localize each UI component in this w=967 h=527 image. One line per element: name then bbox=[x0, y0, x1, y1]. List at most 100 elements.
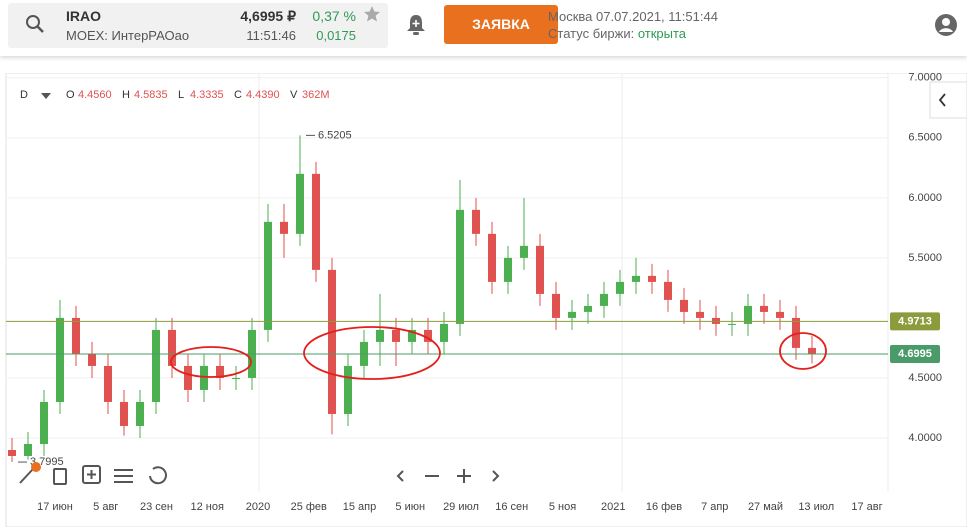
draw-tool[interactable] bbox=[19, 468, 34, 484]
candle-body bbox=[8, 449, 16, 456]
x-tick-label: 2021 bbox=[601, 501, 625, 513]
candle-body bbox=[24, 443, 32, 456]
price-label: 4.6995 bbox=[898, 348, 932, 360]
candle-body bbox=[552, 293, 560, 318]
favorite-star[interactable] bbox=[363, 5, 381, 23]
price-label: 4.9713 bbox=[898, 315, 932, 327]
candle-body bbox=[488, 233, 496, 282]
x-tick-label: 2020 bbox=[246, 501, 270, 513]
ticker: IRAO bbox=[66, 8, 101, 24]
y-tick-label: 4.0000 bbox=[908, 432, 942, 444]
candle-body bbox=[696, 311, 704, 318]
x-tick-label: 7 апр bbox=[701, 501, 728, 513]
x-tick-label: 15 апр bbox=[343, 501, 376, 513]
ohlc-legend: O 4.4560 H 4.5835 L 4.3335 C 4.4390 V 362M bbox=[66, 89, 330, 101]
candle-body bbox=[472, 209, 480, 234]
candle-body bbox=[312, 173, 320, 270]
candle-body bbox=[648, 275, 656, 282]
legend-key: H bbox=[122, 89, 130, 101]
candle-body bbox=[344, 365, 352, 414]
x-tick-label: 25 фев bbox=[291, 501, 327, 513]
legend-key: L bbox=[178, 89, 184, 101]
candle-body bbox=[584, 305, 592, 312]
scroll-left[interactable] bbox=[396, 470, 404, 482]
candle-body bbox=[520, 245, 528, 258]
candle-body bbox=[328, 269, 336, 414]
candle-body bbox=[280, 221, 288, 234]
interval[interactable]: D bbox=[20, 89, 28, 101]
candle-body bbox=[600, 293, 608, 306]
candle-body bbox=[264, 221, 272, 330]
interval-caret[interactable] bbox=[41, 93, 51, 99]
legend-key: O bbox=[66, 89, 75, 101]
y-tick-label: 6.0000 bbox=[908, 192, 942, 204]
legend-value: 4.4560 bbox=[78, 89, 112, 101]
legend-value: 4.5835 bbox=[134, 89, 168, 101]
candle-body bbox=[200, 365, 208, 390]
hand-drawn-circle bbox=[303, 326, 441, 380]
x-tick-label: 27 май bbox=[748, 501, 783, 513]
y-tick-label: 4.5000 bbox=[908, 372, 942, 384]
candle-body bbox=[504, 257, 512, 282]
candle-body bbox=[168, 329, 176, 366]
x-tick-label: 17 июн bbox=[37, 501, 73, 513]
x-tick-label: 29 июл bbox=[443, 501, 479, 513]
x-tick-label: 5 ноя bbox=[549, 501, 576, 513]
status-label: Статус биржи: bbox=[548, 26, 635, 41]
candle-body bbox=[680, 299, 688, 312]
hand-drawn-circle bbox=[779, 332, 827, 370]
candle-body bbox=[40, 401, 48, 444]
notes-tool[interactable] bbox=[53, 468, 67, 485]
status-value: открыта bbox=[637, 26, 687, 41]
scroll-right[interactable] bbox=[492, 470, 500, 482]
candle-body bbox=[72, 317, 80, 354]
candle-body bbox=[376, 329, 384, 342]
exchange: MOEX: ИнтерРАОао bbox=[66, 28, 190, 43]
candle-body bbox=[392, 329, 400, 342]
annotation-label: 6.5205 bbox=[318, 129, 352, 141]
ticker-box[interactable] bbox=[8, 3, 388, 48]
exchange-status: Статус биржи: открыта bbox=[548, 26, 686, 41]
time: 11:51:46 bbox=[246, 28, 296, 43]
price: 4,6995 ₽ bbox=[240, 8, 296, 24]
candle-body bbox=[776, 311, 784, 318]
x-tick-label: 17 авг bbox=[851, 501, 882, 513]
candle-body bbox=[104, 365, 112, 402]
x-tick-label: 16 сен bbox=[495, 501, 528, 513]
order-button[interactable]: ЗАЯВКА bbox=[444, 5, 558, 44]
collapse-arrow[interactable] bbox=[938, 93, 946, 107]
y-tick-label: 5.5000 bbox=[908, 252, 942, 264]
x-tick-label: 16 фев bbox=[646, 501, 682, 513]
x-tick-label: 5 авг bbox=[93, 501, 118, 513]
legend-value: 4.3335 bbox=[190, 89, 224, 101]
candle-body bbox=[760, 305, 768, 312]
account-icon[interactable] bbox=[934, 13, 958, 37]
chart-frame bbox=[5, 73, 967, 527]
price-label-box bbox=[890, 344, 940, 363]
candle-body bbox=[744, 305, 752, 324]
candle-body bbox=[440, 323, 448, 342]
candle-body bbox=[88, 353, 96, 366]
change: 0,0175 bbox=[316, 28, 356, 43]
candle-body bbox=[728, 323, 736, 325]
x-tick-label: 5 июн bbox=[395, 501, 425, 513]
x-tick-label: 23 сен bbox=[140, 501, 173, 513]
y-tick-label: 7.0000 bbox=[908, 73, 942, 84]
hand-drawn-circle bbox=[170, 346, 252, 378]
add-tool[interactable] bbox=[82, 465, 101, 484]
alert-bell[interactable] bbox=[405, 13, 427, 37]
search-icon[interactable] bbox=[24, 13, 46, 35]
candle-body bbox=[152, 329, 160, 402]
x-tick-label: 12 ноя bbox=[191, 501, 224, 513]
reset-tool[interactable] bbox=[149, 466, 167, 485]
collapse-panel[interactable] bbox=[929, 81, 967, 119]
candle-body bbox=[296, 173, 304, 234]
legend-key: V bbox=[290, 89, 298, 101]
candle-body bbox=[232, 377, 240, 379]
candle-body bbox=[536, 245, 544, 294]
candle-body bbox=[184, 365, 192, 390]
candle-body bbox=[664, 281, 672, 300]
candle-body bbox=[616, 281, 624, 294]
toolbar bbox=[19, 462, 500, 485]
